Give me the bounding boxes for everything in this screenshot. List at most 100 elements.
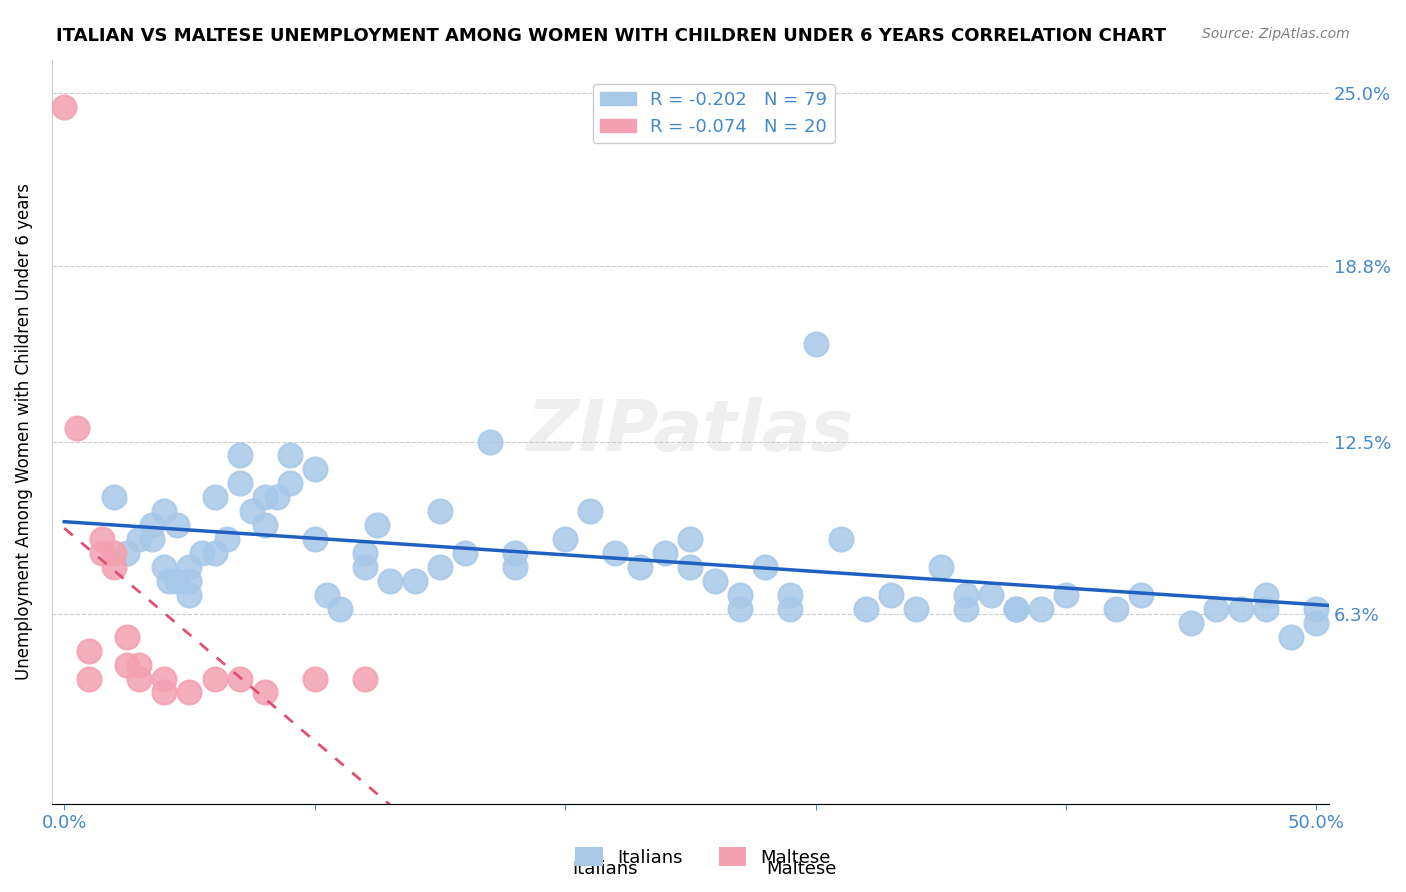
Point xyxy=(253,685,276,699)
Point xyxy=(115,546,138,560)
Point xyxy=(191,546,214,560)
Point xyxy=(754,560,776,574)
Point xyxy=(278,476,301,491)
Point xyxy=(90,546,112,560)
Point xyxy=(103,491,125,505)
Point xyxy=(304,532,326,546)
Point xyxy=(730,588,752,602)
Point xyxy=(1256,588,1278,602)
Point xyxy=(503,546,526,560)
Point xyxy=(278,449,301,463)
Text: ZIPatlas: ZIPatlas xyxy=(527,397,853,467)
Point xyxy=(204,491,226,505)
Point xyxy=(79,672,101,686)
Text: Italians: Italians xyxy=(572,860,637,878)
Point xyxy=(1355,602,1378,616)
Point xyxy=(679,532,702,546)
Point xyxy=(804,337,827,351)
Point xyxy=(316,588,339,602)
Point xyxy=(228,672,250,686)
Point xyxy=(353,672,375,686)
Text: Maltese: Maltese xyxy=(766,860,837,878)
Point xyxy=(153,685,176,699)
Point xyxy=(79,643,101,657)
Point xyxy=(679,560,702,574)
Point xyxy=(353,560,375,574)
Point xyxy=(454,546,477,560)
Point xyxy=(628,560,651,574)
Y-axis label: Unemployment Among Women with Children Under 6 years: Unemployment Among Women with Children U… xyxy=(15,183,32,681)
Point xyxy=(128,672,150,686)
Point xyxy=(904,602,927,616)
Point xyxy=(304,672,326,686)
Point xyxy=(166,574,188,588)
Point xyxy=(1355,504,1378,518)
Point xyxy=(478,434,501,449)
Point xyxy=(1205,602,1227,616)
Point xyxy=(1130,588,1153,602)
Point xyxy=(115,630,138,644)
Point xyxy=(179,574,201,588)
Text: ITALIAN VS MALTESE UNEMPLOYMENT AMONG WOMEN WITH CHILDREN UNDER 6 YEARS CORRELAT: ITALIAN VS MALTESE UNEMPLOYMENT AMONG WO… xyxy=(56,27,1167,45)
Point xyxy=(228,449,250,463)
Point xyxy=(179,560,201,574)
Point xyxy=(1180,615,1202,630)
Point xyxy=(1230,602,1253,616)
Point xyxy=(1105,602,1128,616)
Point xyxy=(879,588,901,602)
Point xyxy=(366,518,388,533)
Point xyxy=(141,532,163,546)
Point xyxy=(1279,630,1302,644)
Point xyxy=(266,491,288,505)
Point xyxy=(240,504,263,518)
Point xyxy=(141,518,163,533)
Point xyxy=(115,657,138,672)
Point xyxy=(830,532,852,546)
Point xyxy=(204,672,226,686)
Point xyxy=(955,602,977,616)
Point xyxy=(1256,602,1278,616)
Point xyxy=(730,602,752,616)
Legend: Italians, Maltese: Italians, Maltese xyxy=(568,840,838,874)
Point xyxy=(503,560,526,574)
Point xyxy=(204,546,226,560)
Point xyxy=(253,518,276,533)
Point xyxy=(128,532,150,546)
Point xyxy=(429,560,451,574)
Point xyxy=(304,462,326,476)
Point xyxy=(955,588,977,602)
Point xyxy=(103,560,125,574)
Point xyxy=(103,546,125,560)
Point xyxy=(1029,602,1052,616)
Point xyxy=(215,532,238,546)
Point xyxy=(179,588,201,602)
Text: Source: ZipAtlas.com: Source: ZipAtlas.com xyxy=(1202,27,1350,41)
Point xyxy=(153,560,176,574)
Point xyxy=(253,491,276,505)
Point xyxy=(779,588,801,602)
Point xyxy=(855,602,877,616)
Point xyxy=(980,588,1002,602)
Point xyxy=(554,532,576,546)
Point xyxy=(929,560,952,574)
Point xyxy=(579,504,602,518)
Point xyxy=(66,420,89,434)
Point xyxy=(153,504,176,518)
Point xyxy=(159,574,181,588)
Point xyxy=(1054,588,1077,602)
Point xyxy=(228,476,250,491)
Point xyxy=(1305,602,1327,616)
Point xyxy=(605,546,627,560)
Legend: R = -0.202   N = 79, R = -0.074   N = 20: R = -0.202 N = 79, R = -0.074 N = 20 xyxy=(592,84,835,143)
Point xyxy=(1305,615,1327,630)
Point xyxy=(128,657,150,672)
Point xyxy=(329,602,352,616)
Point xyxy=(1005,602,1028,616)
Point xyxy=(378,574,401,588)
Point xyxy=(90,532,112,546)
Point xyxy=(429,504,451,518)
Point xyxy=(353,546,375,560)
Point xyxy=(179,685,201,699)
Point xyxy=(166,518,188,533)
Point xyxy=(1005,602,1028,616)
